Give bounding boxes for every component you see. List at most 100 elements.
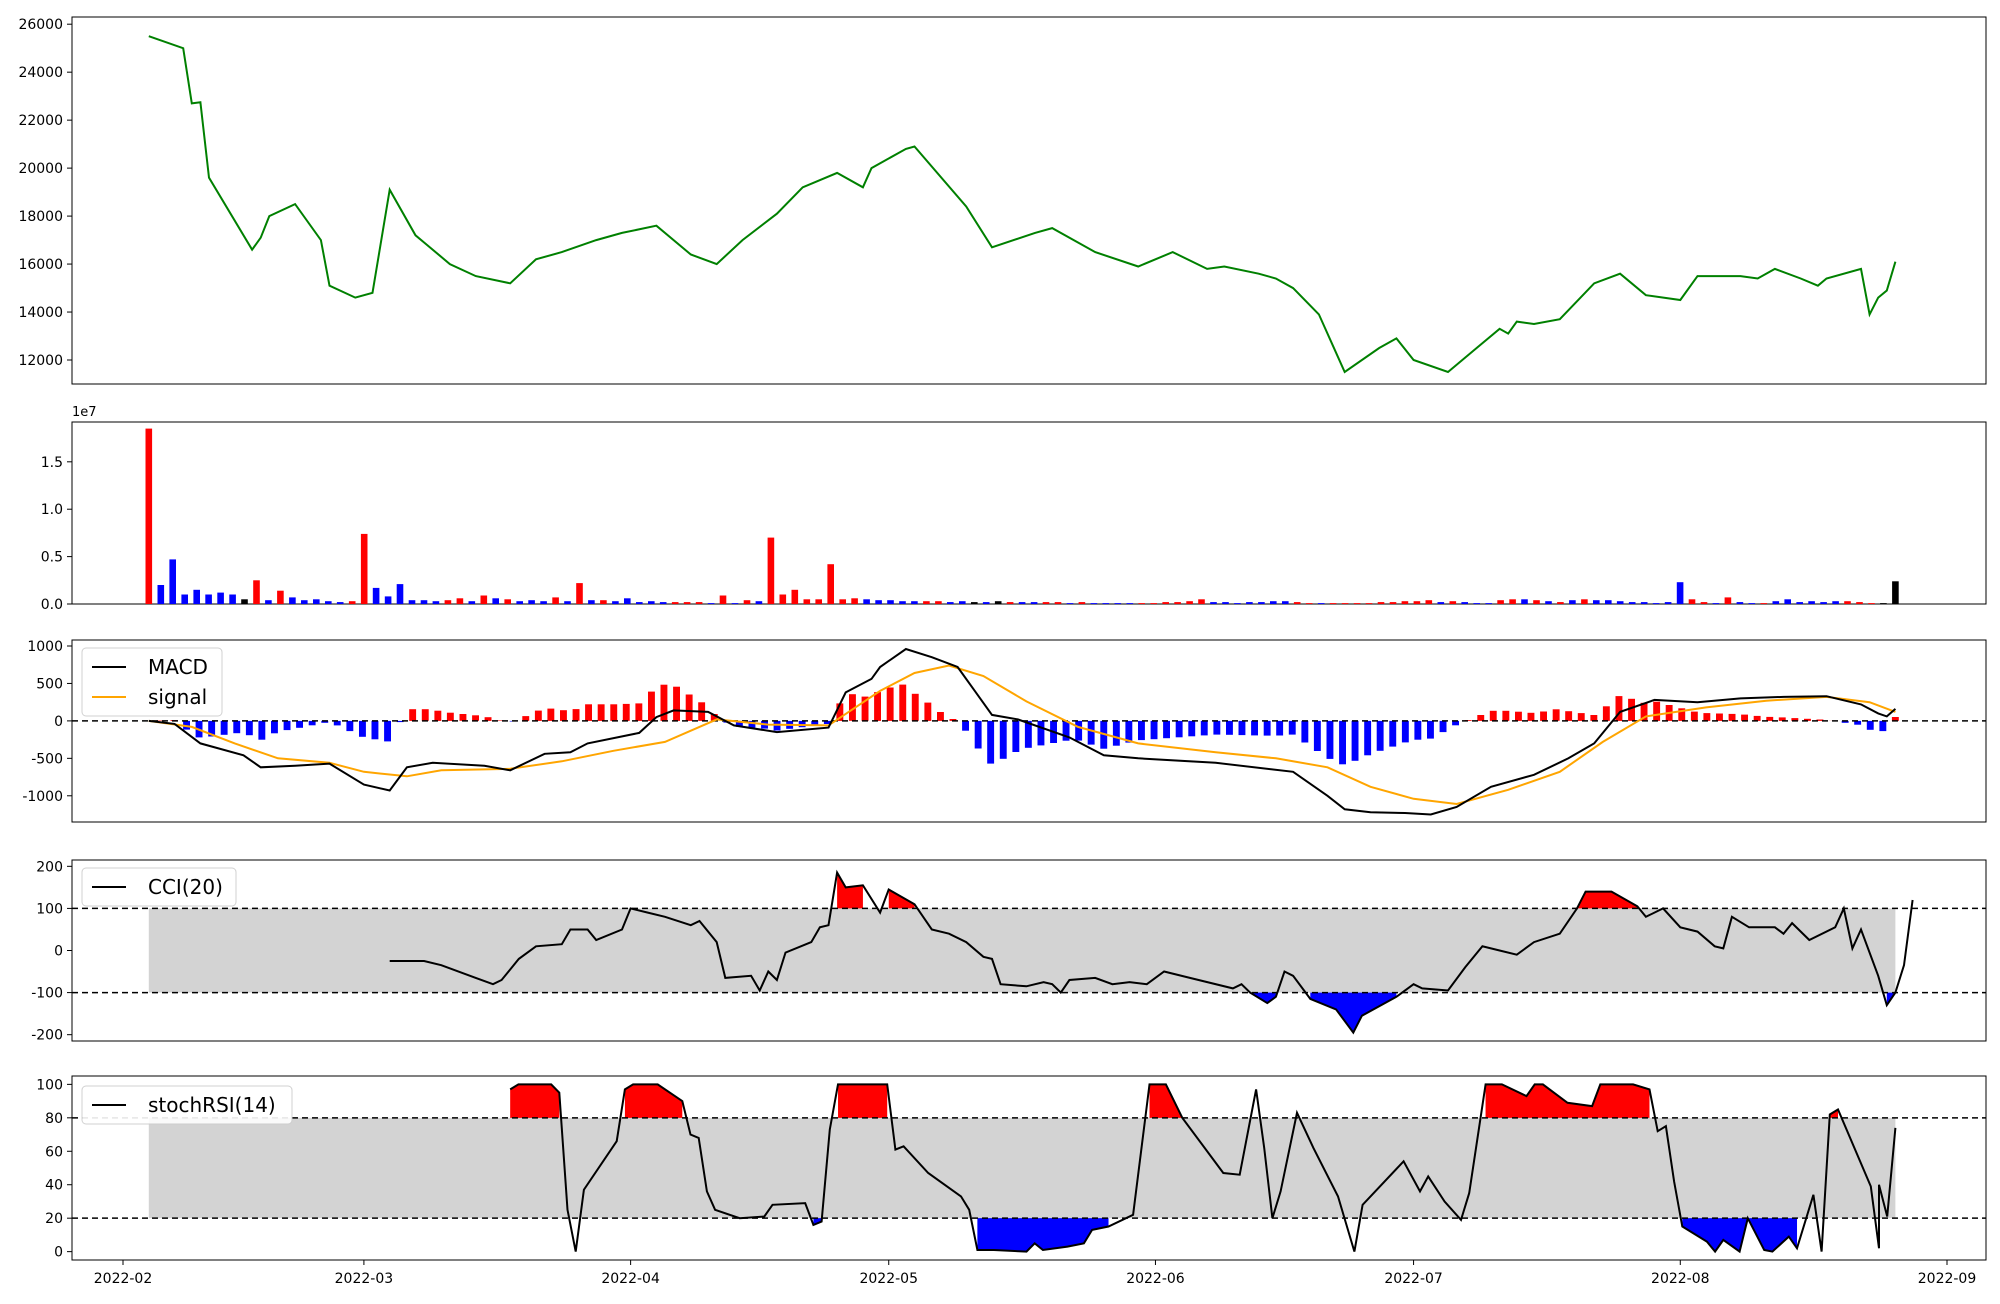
macd-histogram-bar [1226,721,1233,735]
stochrsi-overbought-fill [510,1084,559,1117]
macd-histogram-bar [535,711,542,721]
volume-bar [169,559,176,604]
panel-1-frame [72,422,1986,604]
volume-bar [1689,599,1696,604]
macd-histogram-bar [1213,721,1220,735]
macd-histogram-bar [1151,721,1158,739]
volume-bar [1067,603,1074,604]
volume-bar [1222,602,1229,604]
volume-bar [564,601,571,604]
volume-bar [1521,599,1528,604]
panel-3-ytick-label: -200 [31,1028,63,1044]
volume-bar [971,602,978,604]
volume-bar [1557,602,1564,604]
macd-histogram-bar [1603,706,1610,721]
macd-histogram-bar [1012,721,1019,752]
macd-histogram-bar [271,721,278,733]
macd-histogram-bar [233,721,240,733]
volume-bar [217,593,224,604]
volume-bar [1414,601,1421,604]
volume-bar [205,595,212,605]
macd-histogram-bar [1578,713,1585,721]
volume-bar [588,600,595,604]
volume-bar [445,600,452,604]
macd-histogram-bar [1163,721,1170,738]
panel-2-ytick-label: 0 [54,714,63,730]
macd-histogram-bar [422,709,429,721]
macd-histogram-bar [1427,721,1434,739]
panel-4-ytick-label: 100 [36,1077,63,1093]
volume-bar [851,598,858,604]
macd-histogram-bar [447,713,454,721]
macd-histogram-bar [623,704,630,721]
macd-histogram-bar [472,715,479,721]
volume-bar [1832,601,1839,604]
macd-histogram-bar [1038,721,1045,746]
volume-bar [768,538,775,604]
panel-0-frame [72,17,1986,384]
volume-bar [899,601,906,604]
volume-bar [1808,601,1815,604]
volume-bar [421,600,428,604]
volume-bar [158,585,165,604]
macd-histogram-bar [372,721,379,739]
panel-4-ytick-label: 20 [45,1211,63,1227]
volume-bar [1031,602,1038,604]
volume-bar [1055,602,1062,604]
volume-bar [612,601,619,604]
volume-bar [265,600,272,604]
volume-bar [1438,602,1445,604]
volume-bar [576,583,583,604]
volume-bar [780,595,787,605]
volume-bar [385,596,392,604]
volume-bar [1761,603,1768,604]
xtick-label: 2022-04 [601,1271,660,1287]
volume-bar [1605,600,1612,604]
volume-bar [457,598,464,604]
xtick-label: 2022-09 [1918,1271,1977,1287]
macd-histogram-bar [1691,712,1698,721]
volume-bar [1820,602,1827,604]
macd-histogram-bar [1289,721,1296,735]
volume-bar [146,429,153,604]
panel-0-ytick-label: 24000 [18,65,63,81]
volume-bar [361,534,368,604]
volume-bar [1749,603,1756,604]
volume-bar [660,602,667,604]
cci-oversold-fill [1310,993,1396,1033]
volume-bar [1342,603,1349,604]
volume-bar [863,599,870,604]
volume-bar [672,602,679,604]
volume-bar [1856,602,1863,604]
volume-bar [301,600,308,604]
volume-bar [253,580,260,604]
volume-bar [1390,602,1397,604]
macd-histogram-bar [1502,711,1509,721]
macd-histogram-bar [585,704,592,721]
volume-bar [1258,602,1265,604]
volume-bar [289,597,296,604]
volume-bar [875,600,882,604]
macd-histogram-bar [1301,721,1308,743]
volume-bar [1162,602,1169,604]
signal-line [149,666,1896,805]
macd-histogram-bar [1389,721,1396,747]
macd-histogram-bar [673,687,680,721]
xtick-label: 2022-08 [1651,1271,1710,1287]
volume-bar [1138,603,1145,604]
volume-bar [1270,601,1277,604]
volume-bar [337,602,344,604]
volume-bar [409,600,416,604]
volume-bar [193,590,200,604]
volume-bar [947,602,954,604]
volume-bar [373,588,380,604]
volume-bar [732,603,739,604]
volume-bar [636,602,643,604]
panel-4-ytick-label: 0 [54,1245,63,1261]
stochrsi-neutral-band [149,1118,1896,1218]
legend-signal-label: signal [148,685,207,709]
macd-histogram-bar [1339,721,1346,764]
volume-bar [1581,599,1588,604]
volume-bar [1282,601,1289,604]
macd-histogram-bar [1716,714,1723,721]
